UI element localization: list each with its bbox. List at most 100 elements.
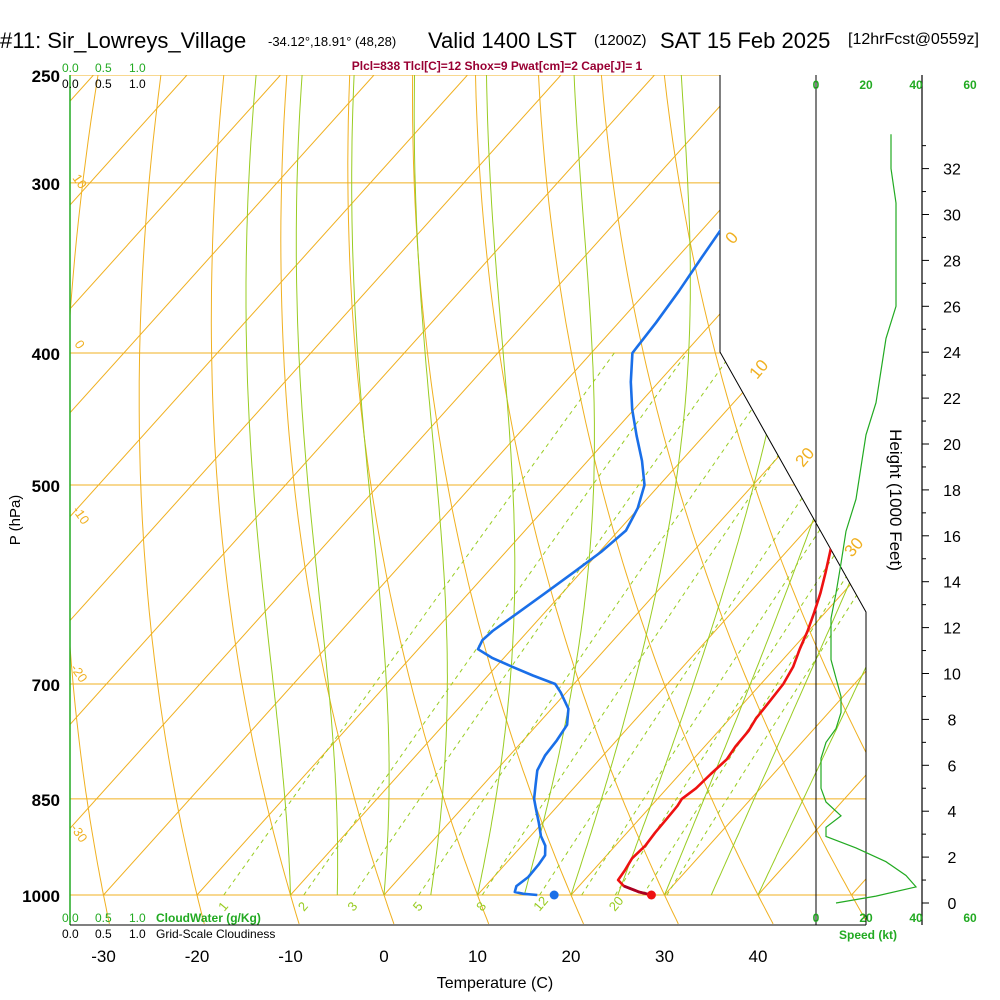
isotherm-line xyxy=(70,75,281,896)
wind-barb-half-flag xyxy=(779,255,780,261)
dry-adiabat xyxy=(347,75,490,925)
dry-adiabat xyxy=(973,51,1000,924)
wind-barb xyxy=(773,289,812,308)
wind-barb-flag xyxy=(768,780,776,790)
height-tick-label: 22 xyxy=(943,391,961,408)
height-tick-label: 12 xyxy=(943,621,961,638)
cloudiness-label: Grid-Scale Cloudiness xyxy=(156,927,275,941)
height-tick-label: 10 xyxy=(943,667,961,684)
moist-adiabat xyxy=(570,75,691,896)
wind-barb xyxy=(793,822,812,864)
mixing-ratio-line xyxy=(303,352,688,896)
cloud-scale-top-value: 1.0 xyxy=(129,77,146,91)
isotherm-line xyxy=(70,75,375,896)
moist-adiabat xyxy=(295,75,339,895)
temperature-tick-label: 20 xyxy=(562,947,581,966)
mixing-ratio-line xyxy=(614,352,866,896)
wind-barb-flag xyxy=(770,788,774,800)
wind-barb xyxy=(768,777,812,790)
mixing-ratio-line xyxy=(481,352,849,896)
dry-adiabat-label: 0 xyxy=(72,337,88,352)
temperature-tick-label: 0 xyxy=(379,947,388,966)
wind-barb-flag xyxy=(770,134,774,146)
isotherm-line xyxy=(103,75,842,896)
cloud-scale-top-value: 0.5 xyxy=(95,77,112,91)
height-tick-label: 28 xyxy=(943,253,961,270)
wind-barb-half-flag xyxy=(796,858,800,863)
temperature-tick-label: 30 xyxy=(655,947,674,966)
surface-temperature-marker xyxy=(646,890,656,900)
wind-barb-flag xyxy=(773,248,775,261)
moist-adiabat xyxy=(757,75,866,896)
height-tick-label: 4 xyxy=(948,804,957,821)
height-tick-label: 24 xyxy=(943,345,961,362)
dry-adiabat xyxy=(847,75,866,925)
dewpoint-profile xyxy=(476,102,783,897)
wind-barb-flag xyxy=(770,173,774,185)
wind-barb-half-flag xyxy=(779,214,780,220)
dry-adiabat xyxy=(474,75,679,925)
wind-barb-half-flag xyxy=(779,297,780,303)
wind-barb xyxy=(776,804,812,830)
pressure-tick-label: 300 xyxy=(32,175,60,194)
wind-barb-flag xyxy=(769,784,775,795)
mixing-ratio-line xyxy=(666,352,866,896)
dry-adiabat xyxy=(536,75,774,925)
wind-barb-flag xyxy=(770,634,774,646)
moist-adiabat-label: 0 xyxy=(722,228,743,247)
wind-barb-half-flag xyxy=(796,844,800,849)
height-tick-label: 14 xyxy=(943,575,961,592)
mixing-ratio-line xyxy=(223,352,615,896)
valid-date: SAT 15 Feb 2025 xyxy=(660,28,831,53)
wind-barb-half-flag xyxy=(777,677,779,683)
height-tick-label: 2 xyxy=(948,850,957,867)
pressure-tick-label: 700 xyxy=(32,676,60,695)
cloudwater-label: CloudWater (g/Kg) xyxy=(156,911,261,925)
wind-barb-half-flag xyxy=(777,140,779,146)
wind-barb xyxy=(773,248,812,267)
wind-barb xyxy=(768,735,812,748)
wind-speed-profile xyxy=(820,134,918,904)
wind-barb xyxy=(793,835,812,877)
wind-barb-flag xyxy=(773,792,775,805)
wind-barb-staff xyxy=(775,385,812,392)
moist-adiabat xyxy=(710,75,866,896)
moist-adiabat xyxy=(664,75,866,896)
wind-barb xyxy=(770,501,812,513)
mixing-ratio-label: 20 xyxy=(606,893,627,914)
temperature-tick-label: 40 xyxy=(749,947,768,966)
wind-barb xyxy=(793,842,812,884)
pressure-tick-label: 500 xyxy=(32,477,60,496)
mixing-ratio-line xyxy=(352,352,733,896)
wind-barb-staff xyxy=(793,852,812,885)
wind-barb-flag xyxy=(770,652,774,664)
pressure-tick-label: 850 xyxy=(32,791,60,810)
wind-barb-half-flag xyxy=(779,379,780,385)
wind-barb xyxy=(793,815,812,857)
wind-barb-flag xyxy=(793,822,801,831)
wind-barb-flag xyxy=(773,207,775,220)
wind-barb-half-flag xyxy=(796,824,800,829)
wind-barb-flag xyxy=(793,815,801,824)
mixing-ratio-label: 2 xyxy=(295,899,311,914)
isotherm-line xyxy=(290,75,866,896)
moist-adiabat xyxy=(523,75,595,896)
pressure-tick-label: 400 xyxy=(32,345,60,364)
dry-adiabat xyxy=(138,75,205,925)
mixing-ratio-label: 5 xyxy=(410,899,426,914)
wind-barb-half-flag xyxy=(777,427,779,433)
pressure-tick-label: 250 xyxy=(32,67,60,86)
dry-adiabat xyxy=(411,75,584,925)
wind-barb-staff xyxy=(793,866,812,899)
wind-barb-staff xyxy=(793,824,812,857)
cloud-scale-bottom-value: 1.0 xyxy=(129,911,146,925)
wind-barb-flag xyxy=(793,828,801,837)
wind-barb xyxy=(793,849,812,891)
wind-barb xyxy=(773,372,812,391)
height-tick-label: 8 xyxy=(948,712,957,729)
wind-barb-staff xyxy=(779,765,812,784)
wind-barb-flag xyxy=(770,593,774,605)
cloud-scale-top-value: 0.5 xyxy=(95,61,112,75)
dry-adiabat xyxy=(210,75,300,925)
height-tick-label: 20 xyxy=(943,437,961,454)
